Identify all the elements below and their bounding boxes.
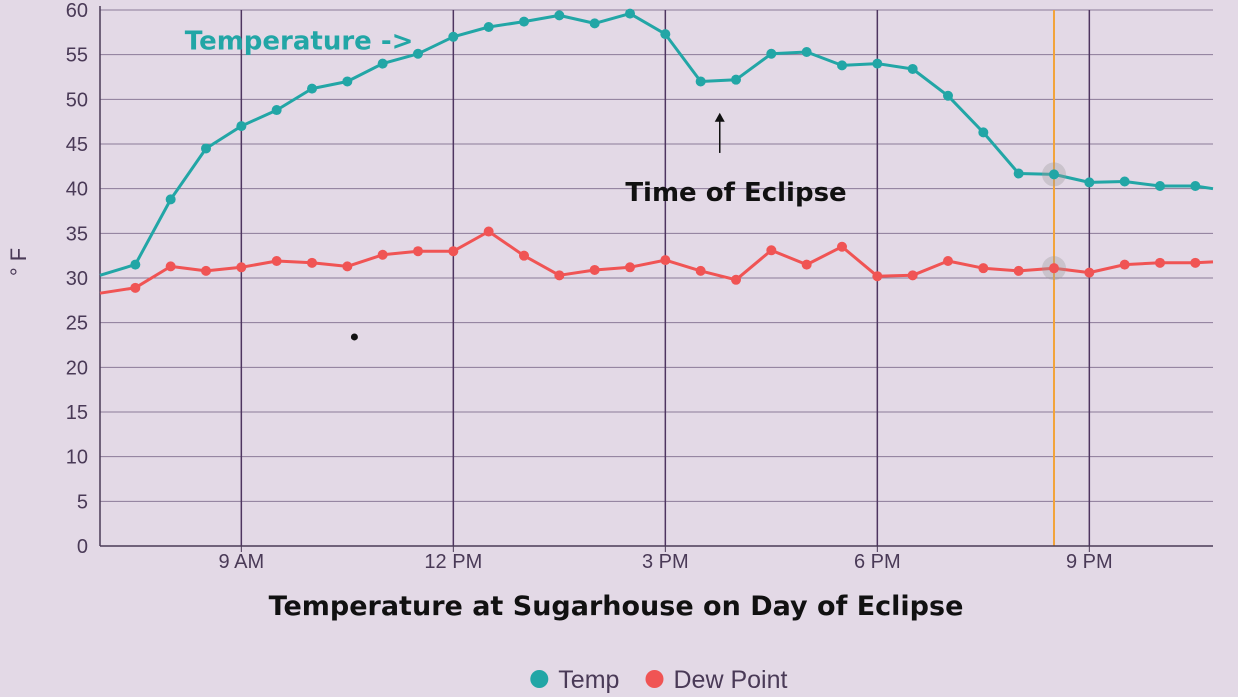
y-tick-label: 55	[66, 45, 88, 67]
temp-point	[801, 46, 812, 57]
temp-point	[625, 8, 635, 19]
temp-point	[483, 21, 494, 32]
temp-point	[130, 259, 141, 270]
dew-point-point	[554, 270, 565, 281]
dew-point-point	[660, 255, 671, 266]
dew-point-point	[943, 256, 953, 267]
y-tick-label: 10	[66, 447, 88, 469]
temp-point	[589, 18, 600, 29]
x-tick-labels: 9 AM 12 PM 3 PM 6 PM 9 PM	[219, 551, 1113, 573]
dew-point-point	[1155, 257, 1165, 268]
y-tick-label: 40	[66, 179, 88, 201]
temp-point	[271, 105, 282, 116]
dew-point-point	[307, 257, 317, 268]
temp-point	[519, 16, 529, 27]
dew-point-point	[165, 261, 176, 272]
temp-point	[872, 58, 883, 69]
temperature-annotation: Temperature ->	[185, 26, 414, 56]
legend-dew-point-swatch	[645, 670, 664, 688]
temp-point	[377, 58, 388, 69]
horizontal-gridlines	[100, 9, 1213, 502]
axes	[99, 6, 1213, 547]
y-tick-label: 60	[66, 0, 88, 22]
x-tick-label: 9 PM	[1066, 551, 1113, 573]
temp-point	[1119, 176, 1130, 187]
stray-dot-marker	[350, 333, 358, 341]
dew-point-point	[801, 259, 812, 270]
y-tick-label: 35	[66, 223, 88, 245]
dew-point-point	[978, 263, 989, 274]
y-tick-label: 45	[66, 134, 88, 156]
dew-point-point	[837, 241, 847, 252]
dew-point-point	[342, 261, 353, 272]
temp-point	[554, 10, 565, 21]
temp-point	[201, 143, 211, 154]
temp-point	[837, 60, 847, 71]
dew-point-point	[1190, 257, 1201, 268]
temp-point	[943, 90, 953, 101]
y-tick-label: 5	[77, 491, 88, 513]
y-tick-label: 30	[66, 268, 88, 290]
dew-point-point	[201, 265, 211, 276]
dew-point-point	[483, 226, 494, 237]
dew-point-point	[271, 256, 282, 267]
legend-temp-swatch	[530, 670, 549, 688]
dew-point-point	[377, 249, 388, 260]
y-tick-labels: 0 5 10 15 20 25 30 35 40 45 50 55 60	[66, 0, 88, 558]
dew-point-point	[130, 282, 141, 293]
temp-point	[165, 194, 176, 205]
dew-point-point	[589, 264, 600, 275]
legend-temp-label: Temp	[558, 666, 619, 694]
dew-point-point	[907, 270, 918, 281]
annotations: Temperature -> Time of Eclipse	[185, 26, 847, 341]
legend: Temp Dew Point	[530, 666, 787, 694]
temp-point	[413, 48, 423, 59]
dew-point-point	[519, 250, 529, 261]
dew-point-point	[1119, 259, 1130, 270]
y-tick-label: 0	[77, 536, 88, 558]
y-tick-label: 25	[66, 313, 88, 335]
temp-point	[907, 63, 918, 74]
dew-point-point	[236, 262, 247, 273]
dew-point-point	[1049, 263, 1059, 274]
x-tick-label: 12 PM	[424, 551, 482, 573]
chart-title: Temperature at Sugarhouse on Day of Ecli…	[269, 591, 964, 622]
temp-point	[731, 74, 741, 85]
dew-point-point	[413, 246, 423, 257]
temp-point	[1013, 168, 1024, 179]
series-layer	[99, 8, 1214, 295]
temp-point	[1155, 180, 1165, 191]
temp-point	[448, 31, 459, 42]
x-tick-label: 6 PM	[854, 551, 901, 573]
dew-point-point	[625, 262, 635, 273]
temp-point	[342, 76, 353, 87]
y-axis-label: ° F	[6, 248, 31, 276]
temp-point	[236, 121, 247, 132]
dew-point-point	[1084, 267, 1095, 278]
dew-point-point	[695, 265, 706, 276]
temp-point	[978, 127, 989, 138]
temp-point	[695, 76, 706, 87]
temp-point	[660, 29, 671, 40]
eclipse-arrow-head	[714, 112, 725, 122]
dew-point-point	[448, 246, 459, 257]
dew-point-point	[766, 245, 777, 256]
legend-dew-point-label: Dew Point	[674, 666, 788, 694]
y-tick-label: 20	[66, 357, 88, 379]
temp-point	[766, 48, 777, 59]
temp-point	[1190, 180, 1201, 191]
x-tick-label: 9 AM	[219, 551, 265, 573]
eclipse-annotation: Time of Eclipse	[625, 178, 846, 208]
y-tick-label: 15	[66, 402, 88, 424]
vertical-gridlines	[240, 10, 1091, 552]
temp-point	[1049, 169, 1059, 180]
y-tick-label: 50	[66, 89, 88, 111]
dew-point-point	[1013, 265, 1024, 276]
temp-point	[1084, 177, 1095, 188]
x-tick-label: 3 PM	[642, 551, 689, 573]
dew-point-point	[872, 271, 883, 282]
temp-point	[307, 83, 317, 94]
dew-point-point	[731, 274, 741, 285]
